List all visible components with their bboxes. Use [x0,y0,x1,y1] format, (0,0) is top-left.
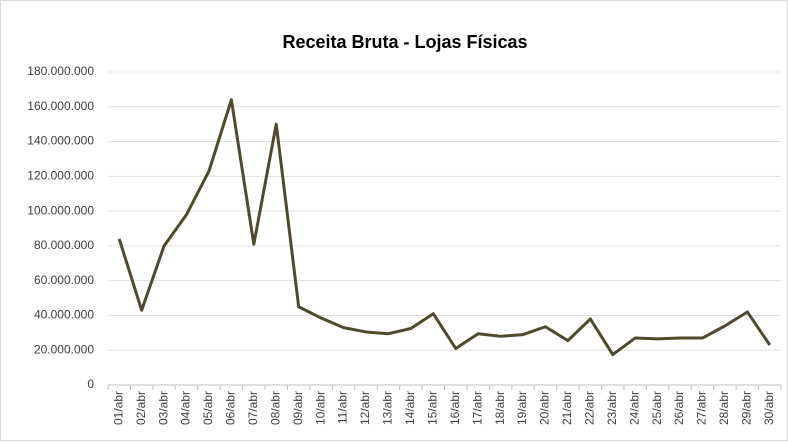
x-tick-label: 22/abr [582,391,596,425]
x-tick-label: 30/abr [762,391,776,425]
line-series [117,98,772,357]
x-tick-label: 21/abr [560,391,574,425]
y-tick-label: 60.000.000 [34,273,94,287]
x-tick-label: 14/abr [403,391,417,425]
x-tick-label: 12/abr [358,391,372,425]
x-tick-label: 25/abr [650,391,664,425]
chart-title: Receita Bruta - Lojas Físicas [282,32,527,52]
y-tick-label: 180.000.000 [27,64,94,78]
x-tick-label: 06/abr [224,391,238,425]
x-tick-label: 13/abr [381,391,395,425]
x-tick-label: 05/abr [201,391,215,425]
x-tick-label: 04/abr [179,391,193,425]
x-tick-label: 07/abr [246,391,260,425]
x-tick-label: 11/abr [336,391,350,424]
x-tick-label: 19/abr [515,391,529,425]
x-tick-label: 18/abr [493,391,507,425]
y-tick-label: 80.000.000 [34,238,94,252]
y-tick-label: 20.000.000 [34,342,94,356]
x-tick-label: 03/abr [156,391,170,425]
x-tick-label: 08/abr [268,391,282,425]
x-tick-label: 26/abr [672,391,686,425]
x-tick-label: 02/abr [134,391,148,425]
y-tick-label: 160.000.000 [27,99,94,113]
x-tick-label: 10/abr [313,391,327,425]
x-tick-label: 15/abr [425,391,439,425]
y-tick-label: 0 [87,377,94,391]
x-tick-label: 01/abr [111,391,125,425]
x-tick-label: 23/abr [605,391,619,425]
x-tick-label: 17/abr [470,391,484,425]
x-tick-label: 29/abr [740,391,754,425]
x-tick-label: 28/abr [717,391,731,425]
x-tick-label: 27/abr [695,391,709,425]
y-tick-label: 40.000.000 [34,308,94,322]
y-tick-label: 140.000.000 [27,134,94,148]
y-tick-label: 100.000.000 [27,203,94,217]
x-tick-label: 24/abr [627,391,641,425]
x-tick-label: 09/abr [291,391,305,425]
x-tick-label: 16/abr [448,391,462,425]
x-tick-label: 20/abr [538,391,552,425]
y-tick-label: 120.000.000 [27,169,94,183]
